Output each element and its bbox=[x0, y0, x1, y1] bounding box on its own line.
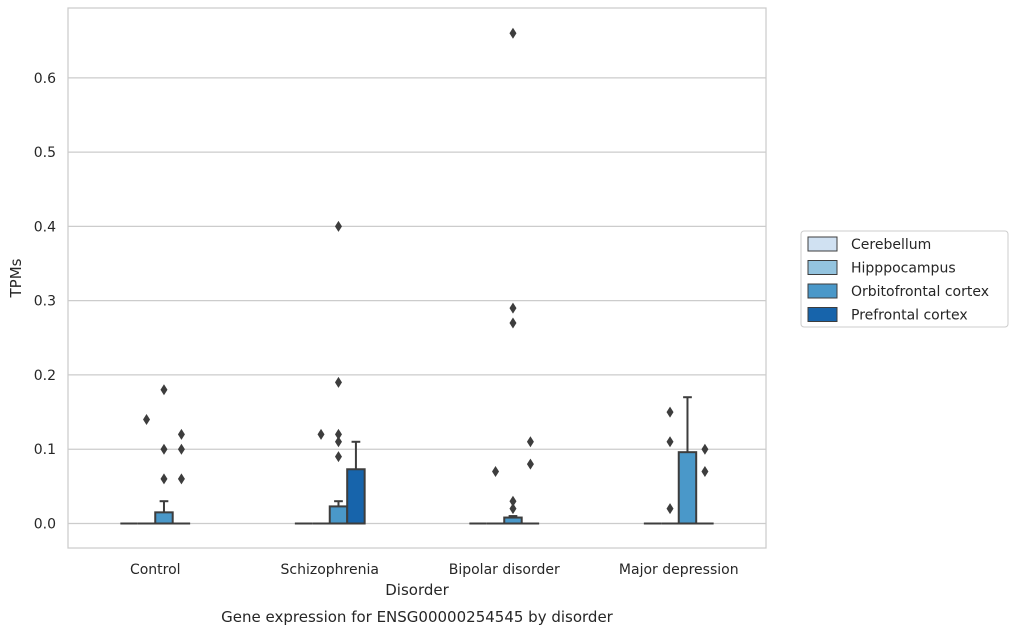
y-tick-label: 0.4 bbox=[34, 219, 56, 235]
outlier-point bbox=[177, 443, 185, 455]
outlier-point bbox=[701, 443, 709, 455]
outlier-point bbox=[334, 220, 342, 232]
outlier-point bbox=[526, 436, 534, 448]
outlier-point bbox=[143, 413, 151, 425]
chart-title: Gene expression for ENSG00000254545 by d… bbox=[221, 608, 614, 626]
grid-lines bbox=[68, 77, 766, 525]
outlier-point bbox=[317, 428, 325, 440]
box-rect bbox=[154, 511, 174, 525]
x-axis-ticks: Control Schizophrenia Bipolar disorder Majo… bbox=[130, 562, 739, 578]
legend: Cerebellum Hipppocampus Orbitofrontal cort… bbox=[800, 230, 1009, 328]
box-group bbox=[503, 27, 523, 525]
y-axis-ticks: 0.0 0.1 0.2 0.3 0.4 0.5 0.6 bbox=[34, 71, 56, 533]
outlier-point bbox=[160, 443, 168, 455]
x-tick-label: Bipolar disorder bbox=[449, 562, 560, 578]
y-tick-label: 0.1 bbox=[34, 442, 56, 458]
outlier-point bbox=[177, 428, 185, 440]
legend-swatch bbox=[807, 236, 838, 252]
outlier-point bbox=[666, 503, 674, 515]
outlier-point bbox=[701, 465, 709, 477]
box-group bbox=[346, 440, 366, 525]
outlier-point bbox=[160, 473, 168, 485]
outlier-point bbox=[509, 317, 517, 329]
y-tick-label: 0.5 bbox=[34, 145, 56, 161]
box-group bbox=[154, 384, 174, 525]
plot-area-frame bbox=[67, 7, 767, 549]
y-tick-label: 0.6 bbox=[34, 71, 56, 87]
box-plot-boxes bbox=[120, 27, 714, 525]
y-axis-label: TPMs bbox=[7, 258, 25, 298]
outlier-point bbox=[334, 376, 342, 388]
y-tick-label: 0.3 bbox=[34, 294, 56, 310]
box-group bbox=[696, 443, 714, 525]
x-tick-label: Major depression bbox=[619, 562, 739, 578]
x-tick-label: Control bbox=[130, 562, 181, 578]
x-tick-label: Schizophrenia bbox=[281, 562, 379, 578]
box-group bbox=[486, 465, 505, 525]
outlier-point bbox=[509, 495, 517, 507]
outlier-point bbox=[526, 458, 534, 470]
legend-label: Hipppocampus bbox=[851, 261, 956, 277]
box-group bbox=[677, 396, 698, 525]
legend-swatch bbox=[807, 283, 838, 299]
outlier-point bbox=[160, 384, 168, 396]
outlier-point bbox=[666, 406, 674, 418]
legend-swatch bbox=[807, 260, 838, 275]
legend-frame bbox=[800, 230, 1009, 328]
legend-label: Orbitofrontal cortex bbox=[851, 284, 989, 300]
outlier-point bbox=[509, 27, 517, 39]
outlier-point bbox=[334, 436, 342, 448]
box-group bbox=[521, 436, 540, 525]
box-group bbox=[312, 428, 330, 525]
y-tick-label: 0.0 bbox=[34, 516, 56, 532]
legend-label: Prefrontal cortex bbox=[851, 308, 968, 324]
box-group bbox=[172, 428, 191, 525]
box-group bbox=[137, 413, 156, 525]
legend-swatch bbox=[807, 307, 838, 322]
outlier-point bbox=[509, 302, 517, 314]
legend-label: Cerebellum bbox=[851, 237, 931, 253]
box-group bbox=[661, 406, 679, 525]
outlier-point bbox=[334, 451, 342, 463]
outlier-point bbox=[666, 436, 674, 448]
outlier-point bbox=[177, 473, 185, 485]
y-tick-label: 0.2 bbox=[34, 368, 56, 384]
box-rect bbox=[346, 468, 366, 525]
outlier-point bbox=[334, 428, 342, 440]
outlier-point bbox=[509, 503, 517, 515]
outlier-point bbox=[492, 465, 500, 477]
box-rect bbox=[677, 451, 698, 525]
box-group bbox=[328, 220, 349, 525]
box-rect bbox=[328, 505, 349, 525]
x-axis-label: Disorder bbox=[385, 581, 449, 599]
